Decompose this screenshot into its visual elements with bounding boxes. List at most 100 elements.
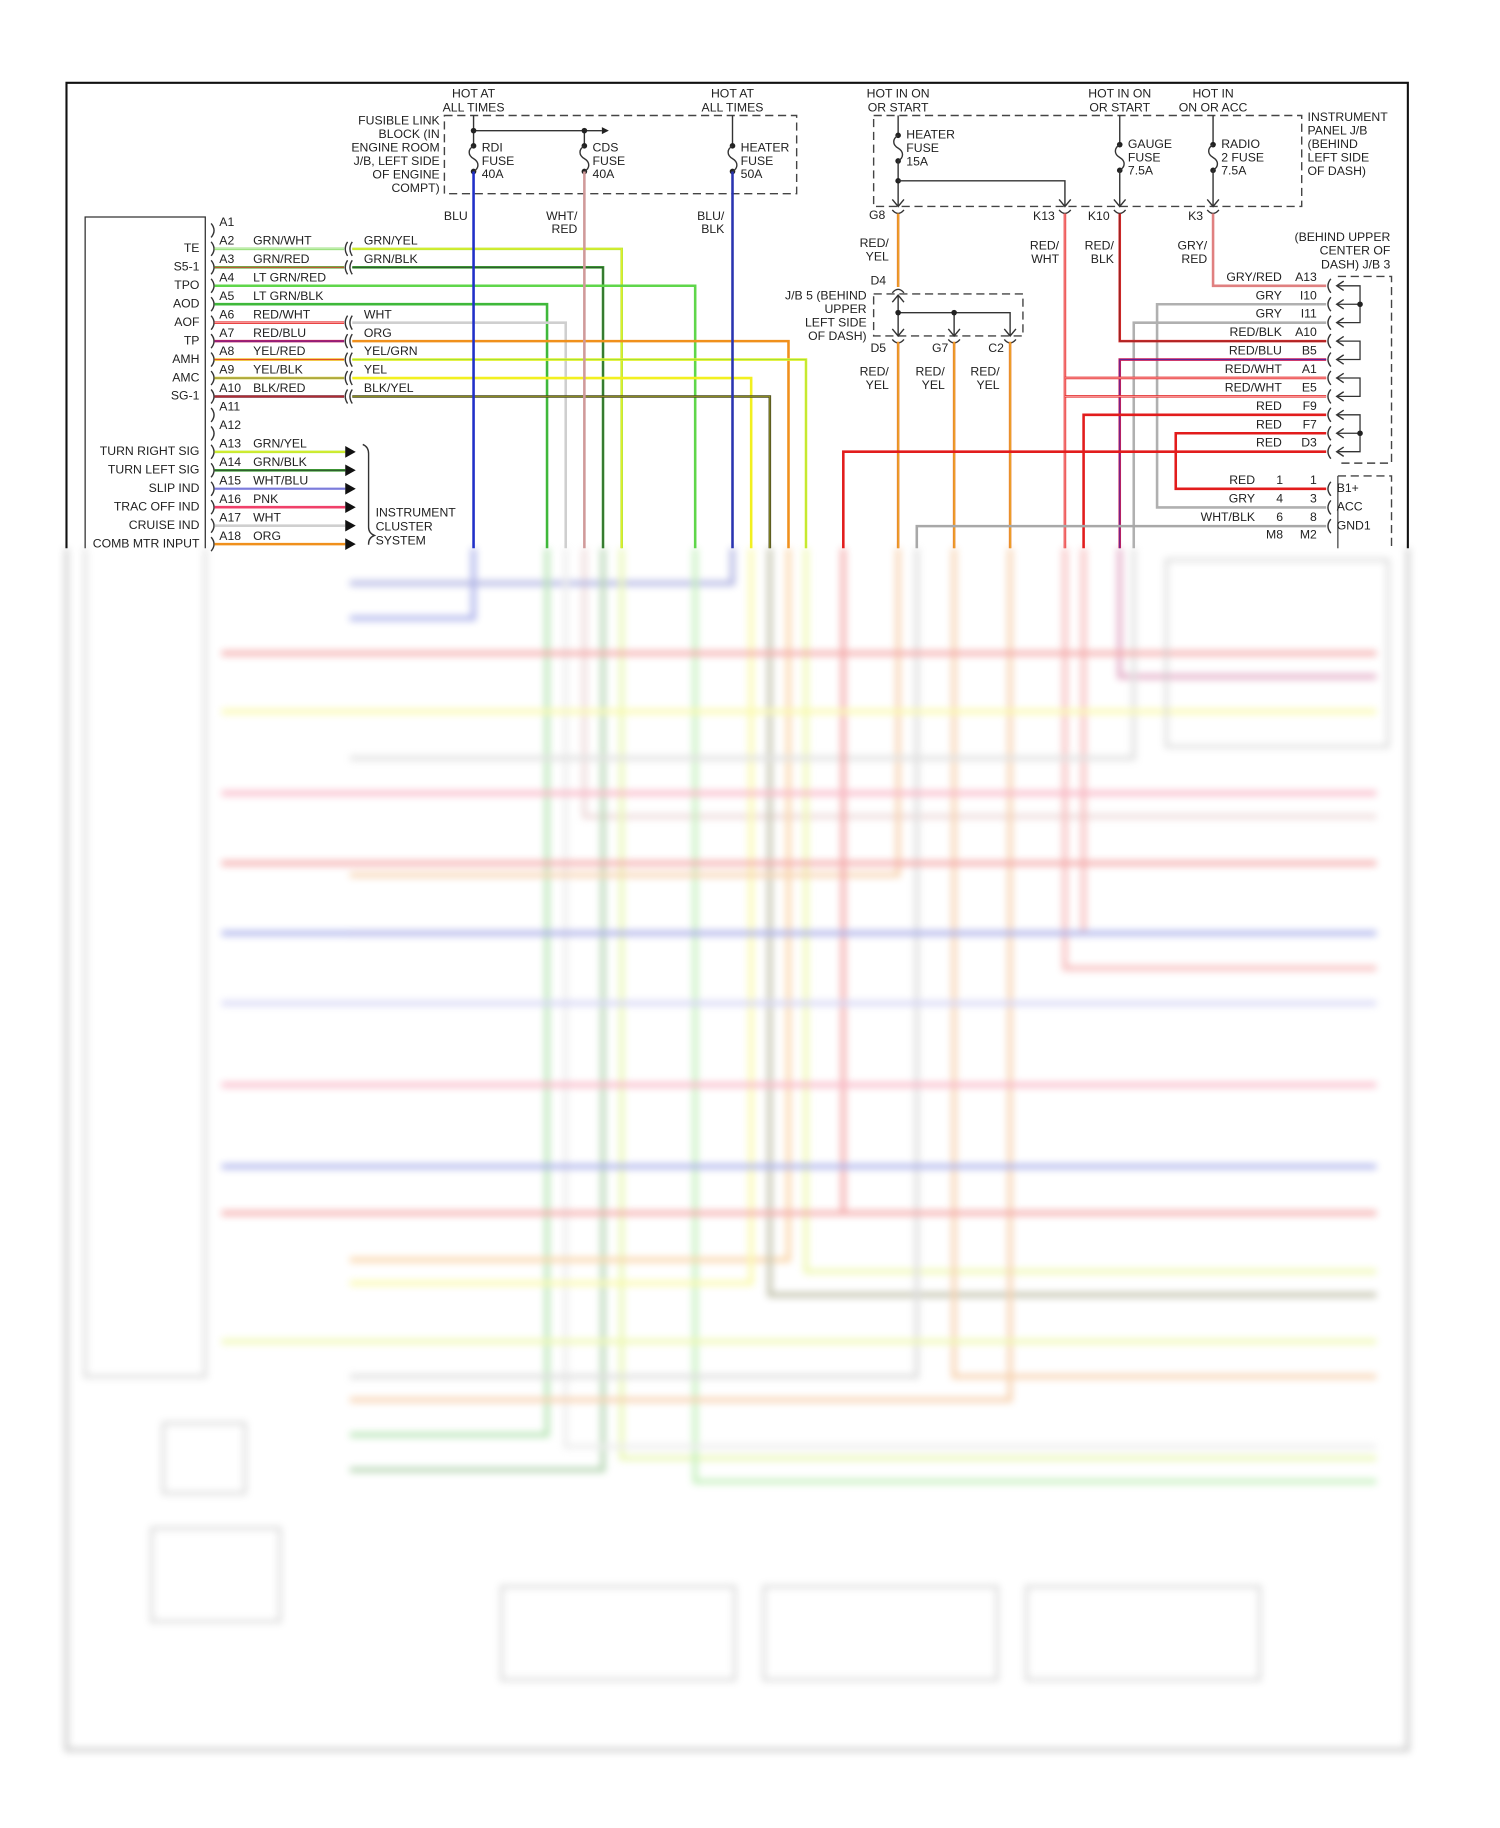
wire-f9 [1082,413,1327,549]
pin-terminal-icon [210,241,215,257]
ip-jb-label: (BEHIND [1308,137,1358,151]
connector-id: C2 [988,341,1004,355]
wire-color-label: GRN/YEL [364,234,418,248]
fuse-label: 2 FUSE [1221,150,1264,164]
wire-color-label: YEL/BLK [253,363,303,377]
wire-k3 [1211,213,1327,288]
pin-number: A13 [219,437,241,451]
fuse-label: CDS [593,140,619,154]
pin-number: 6 [1276,510,1283,524]
wire-color-label: LT GRN/BLK [253,289,324,303]
connector-terminal-icon [891,209,905,215]
inline-connector-icon [344,241,353,257]
blurred-wire-stripe [1119,548,1377,678]
splice-dot [1357,430,1363,437]
pin-terminal-icon [210,222,215,238]
pin-number: A7 [219,326,234,340]
wire-A2-mate-stripe [352,248,623,549]
wire-color-label: WHT [253,510,281,524]
pin-number: 3 [1310,492,1317,506]
pin-number: A15 [219,473,241,487]
arrow-right-icon [345,519,356,532]
fusible-link-label: ENGINE ROOM [351,141,439,155]
pin-number: I11 [1301,307,1317,321]
wire-f7 [1174,431,1327,491]
fuse-label: 15A [906,154,929,168]
pin-terminal-icon [210,518,215,534]
jb5-block [872,293,1024,337]
blurred-wire [349,548,1013,1403]
fuse-label: FUSE [482,154,515,168]
blurred-wire [1117,548,1377,679]
hot-label: HOT IN ON [867,87,930,101]
pin-number: A2 [219,234,234,248]
connector-id: G8 [869,208,886,222]
jb5-label: UPPER [824,302,866,316]
signal-name: SLIP IND [149,481,200,495]
pin-terminal-icon [210,259,215,275]
pin-terminal-icon [210,481,215,497]
wire-color-label: YEL/RED [253,344,306,358]
signal-name: TPO [174,278,199,292]
arrow-down-icon [1003,328,1017,338]
blurred-wire [767,548,1377,1298]
jb3-jumper [1336,340,1361,361]
wire-color-label: BLU/ [697,209,725,223]
hot-label: HOT IN ON [1088,87,1151,101]
wire-color-label: WHT/BLK [1201,510,1256,524]
ip-jb-label: PANEL J/B [1308,124,1368,138]
wire-A3-mate-stripe [352,266,604,549]
signal-name: AMH [172,352,199,366]
fuse-label: RDI [482,140,503,154]
wire-color-label: PNK [253,492,279,506]
ip-jb-label: OF DASH) [1308,164,1366,178]
pin-number: A8 [219,344,234,358]
fuse-icon [727,145,738,173]
pin-number: A3 [219,252,234,266]
wire-color-label: BLK/RED [253,381,306,395]
signal-name: AOF [174,315,199,329]
fuse-label: GAUGE [1128,137,1172,151]
hot-label: HOT IN [1192,87,1233,101]
blurred-wire [840,548,1377,1216]
pin-number: A18 [219,529,241,543]
blurred-wire-stripe [805,548,1377,1272]
wire-color-label: GRY [1229,492,1255,506]
fuse-label: 40A [482,167,505,181]
fusible-link-label: BLOCK (IN [379,127,440,141]
wire-color-label: YEL [922,378,945,392]
jb3-label: DASH) J/B 3 [1321,257,1391,271]
pin-number: E5 [1302,380,1317,394]
wire-i10 [1155,302,1327,509]
pin-number: A5 [219,289,234,303]
connector-terminal-icon [1206,209,1220,215]
cluster-label: SYSTEM [376,534,426,548]
fuse-label: 50A [741,167,764,181]
pin-terminal-icon [210,296,215,312]
blurred-component [150,1527,282,1623]
connector-terminal-icon [1113,209,1127,215]
signal-name: TURN LEFT SIG [108,463,200,477]
blurred-wire [349,548,606,1473]
pin-number: I10 [1300,288,1317,302]
fuse-icon [893,134,904,162]
wire-color-label: GRN/BLK [253,455,308,469]
wire-A5 [214,302,549,549]
blurred-component [1025,1585,1261,1682]
wire-color-label: RED/WHT [1225,380,1283,394]
arrow-down-icon [947,328,961,338]
inline-connector-icon [344,315,353,331]
brace [362,443,377,545]
pin-terminal-icon [210,352,215,368]
connector-id: D5 [870,341,886,355]
arrow-right-icon [345,446,356,458]
blurred-wire [349,548,920,1379]
connector-id: G7 [932,341,949,355]
wire-color-label: RED [1181,252,1207,266]
wire-color-label: BLK [1091,252,1115,266]
blurred-wire [349,548,791,1263]
fuse-icon [1114,144,1125,171]
bus [898,311,1011,336]
wire-color-label: BLK/YEL [364,381,414,395]
